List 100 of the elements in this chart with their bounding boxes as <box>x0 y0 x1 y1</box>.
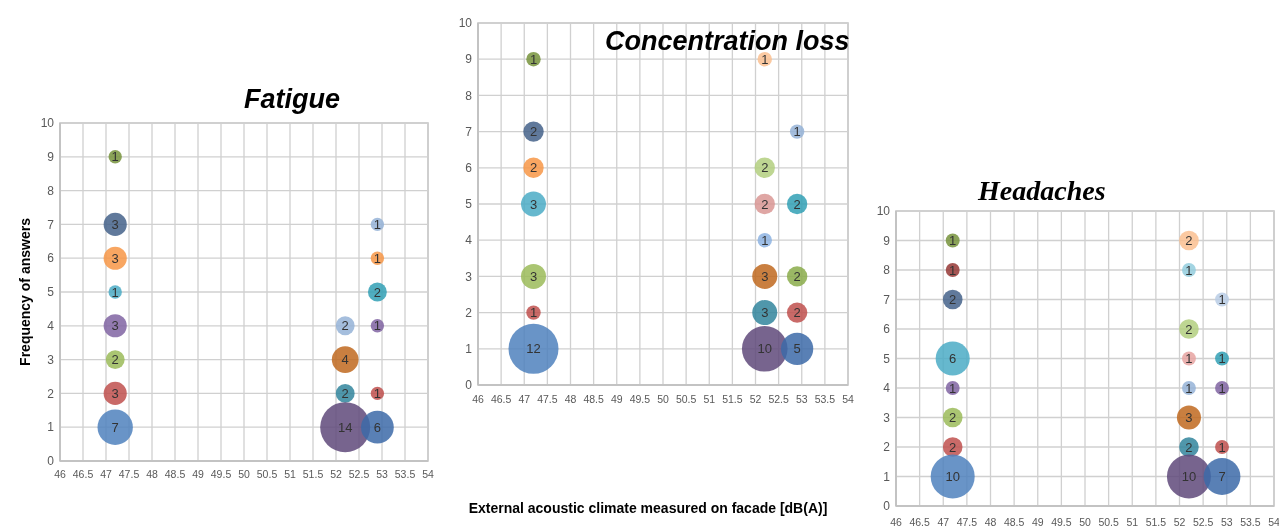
data-label: 6 <box>949 351 957 367</box>
data-label: 2 <box>949 410 957 426</box>
data-label: 10 <box>757 341 772 357</box>
x-tick-label: 51 <box>703 393 716 405</box>
y-tick-label: 3 <box>47 352 55 367</box>
data-label: 1 <box>111 149 119 165</box>
x-tick-label: 49.5 <box>210 468 232 480</box>
y-tick-label: 5 <box>465 197 473 212</box>
x-tick-label: 46.5 <box>909 516 930 528</box>
x-tick-label: 51.5 <box>1145 516 1167 528</box>
x-tick-label: 50 <box>657 393 669 405</box>
x-tick-label: 46.5 <box>72 468 94 480</box>
x-tick-label: 52 <box>330 468 342 480</box>
x-tick-label: 47 <box>937 516 950 528</box>
data-label: 2 <box>761 160 769 176</box>
data-label: 1 <box>761 232 769 248</box>
x-tick-label: 50 <box>1079 516 1091 528</box>
y-tick-label: 5 <box>883 351 891 366</box>
y-tick-label: 1 <box>47 420 55 435</box>
data-label: 3 <box>111 250 119 266</box>
data-label: 2 <box>949 439 957 455</box>
x-tick-label: 49.5 <box>629 393 651 405</box>
y-tick-label: 3 <box>465 269 473 284</box>
x-tick-label: 51 <box>284 468 296 480</box>
x-tick-label: 47.5 <box>956 516 978 528</box>
data-label: 2 <box>529 124 538 140</box>
x-tick-label: 50 <box>238 468 250 480</box>
data-label: 2 <box>949 292 957 308</box>
x-axis-title: External acoustic climate measured on facade [dB(A)] <box>468 500 828 516</box>
x-tick-label: 46 <box>54 468 66 480</box>
x-tick-label: 48.5 <box>1003 516 1025 528</box>
x-tick-label: 51.5 <box>302 468 324 480</box>
data-label: 4 <box>341 352 349 368</box>
data-label: 1 <box>1185 380 1193 396</box>
data-label: 7 <box>111 419 119 435</box>
y-tick-label: 2 <box>47 386 55 401</box>
data-label: 1 <box>793 124 801 140</box>
data-label: 1 <box>1185 262 1193 278</box>
data-label: 2 <box>761 196 769 212</box>
x-tick-label: 52.5 <box>768 393 789 405</box>
data-label: 14 <box>337 419 353 435</box>
data-label: 1 <box>373 385 382 401</box>
y-tick-label: 6 <box>47 251 55 266</box>
x-tick-label: 50.5 <box>675 393 697 405</box>
x-tick-label: 50.5 <box>256 468 278 480</box>
data-label: 1 <box>529 51 538 67</box>
x-tick-label: 53.5 <box>814 393 836 405</box>
y-tick-label: 4 <box>47 319 55 333</box>
data-label: 3 <box>529 268 538 284</box>
y-tick-label: 10 <box>40 116 55 131</box>
x-tick-label: 47.5 <box>537 393 558 405</box>
data-label: 1 <box>1185 351 1193 367</box>
x-tick-label: 53.5 <box>394 468 416 480</box>
data-label: 2 <box>793 196 801 212</box>
y-tick-label: 0 <box>47 454 55 469</box>
x-tick-label: 48.5 <box>583 393 604 405</box>
chart-title: Fatigue <box>244 84 341 114</box>
data-label: 1 <box>1218 380 1226 396</box>
x-tick-label: 46.5 <box>490 393 512 405</box>
x-tick-label: 51.5 <box>722 393 743 405</box>
data-label: 3 <box>529 196 538 212</box>
data-label: 2 <box>341 385 349 401</box>
data-label: 2 <box>1185 439 1193 455</box>
data-label: 1 <box>949 233 957 249</box>
data-label: 12 <box>526 341 541 357</box>
data-label: 3 <box>761 305 769 321</box>
x-tick-label: 47.5 <box>118 468 140 480</box>
y-tick-label: 9 <box>883 233 891 248</box>
y-tick-label: 7 <box>883 292 891 307</box>
x-tick-label: 54 <box>1268 516 1280 528</box>
data-label: 10 <box>945 469 960 485</box>
x-tick-label: 48.5 <box>164 468 186 480</box>
x-tick-label: 52 <box>1173 516 1186 528</box>
y-tick-label: 0 <box>465 378 473 393</box>
y-tick-label: 8 <box>47 183 55 198</box>
y-tick-label: 6 <box>883 322 891 337</box>
x-tick-label: 53.5 <box>1240 516 1261 528</box>
data-label: 1 <box>373 250 382 266</box>
x-tick-label: 52.5 <box>1192 516 1214 528</box>
x-tick-label: 50.5 <box>1098 516 1119 528</box>
data-label: 3 <box>111 318 119 334</box>
data-label: 3 <box>111 216 119 232</box>
x-tick-label: 53 <box>795 393 808 405</box>
y-tick-label: 1 <box>465 342 473 356</box>
data-label: 2 <box>793 305 801 321</box>
x-tick-label: 48 <box>564 393 577 405</box>
data-label: 2 <box>1185 321 1193 337</box>
data-label: 1 <box>949 380 957 396</box>
x-tick-label: 47 <box>100 468 112 480</box>
y-tick-label: 4 <box>465 233 473 248</box>
x-tick-label: 54 <box>422 468 434 480</box>
x-tick-label: 53 <box>376 468 388 480</box>
y-tick-label: 0 <box>883 499 891 514</box>
x-tick-label: 47 <box>518 393 531 405</box>
x-tick-label: 51 <box>1126 516 1139 528</box>
data-label: 3 <box>1185 410 1193 426</box>
data-label: 2 <box>373 284 382 300</box>
data-label: 2 <box>1185 233 1193 249</box>
data-label: 2 <box>793 268 801 284</box>
data-label: 1 <box>111 284 119 300</box>
